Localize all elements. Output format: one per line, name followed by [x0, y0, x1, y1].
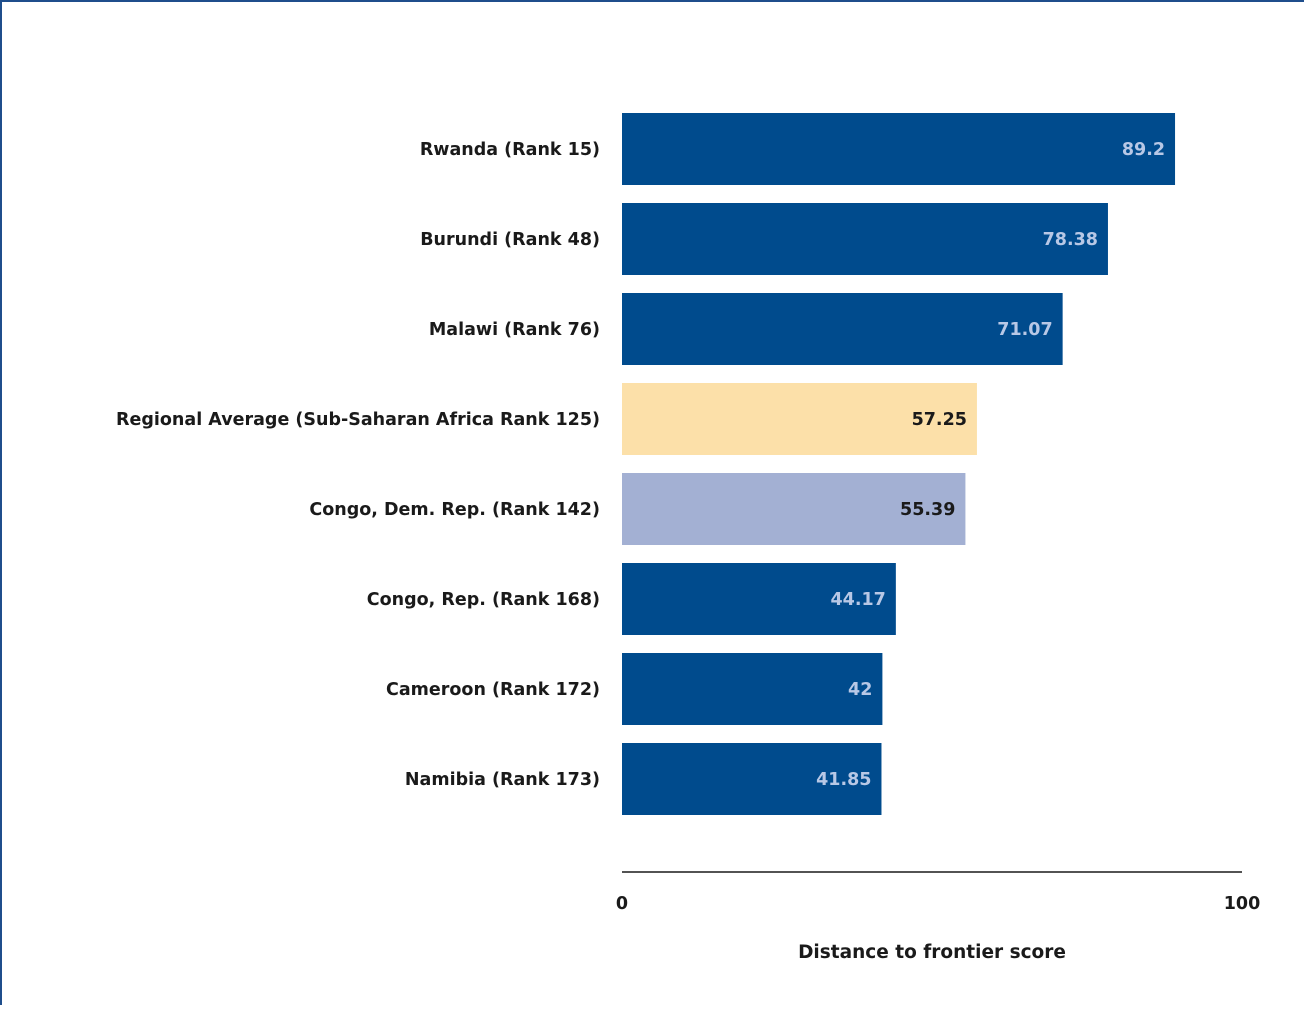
x-axis-title: Distance to frontier score	[798, 942, 1066, 963]
bar	[622, 563, 896, 635]
bar	[622, 473, 966, 545]
bar	[622, 653, 883, 725]
value-label: 41.85	[816, 770, 871, 790]
category-label: Namibia (Rank 173)	[405, 770, 600, 790]
bar	[622, 383, 977, 455]
category-labels: Rwanda (Rank 15) Burundi (Rank 48) Malawi …	[116, 140, 600, 790]
category-label: Regional Average (Sub-Saharan Africa Ran…	[116, 410, 600, 430]
bar	[622, 743, 882, 815]
x-tick-labels: 0 100	[616, 894, 1260, 914]
bar	[622, 203, 1108, 275]
value-label: 42	[848, 680, 872, 700]
category-label: Congo, Rep. (Rank 168)	[367, 590, 600, 610]
bar	[622, 113, 1176, 185]
value-label: 55.39	[900, 500, 955, 520]
x-tick-label: 0	[616, 894, 628, 914]
value-label: 89.2	[1122, 140, 1165, 160]
bar	[622, 293, 1063, 365]
category-label: Congo, Dem. Rep. (Rank 142)	[309, 500, 600, 520]
category-label: Rwanda (Rank 15)	[420, 140, 600, 160]
value-labels: 89.2 78.38 71.07 57.25 55.39 44.17 42 41.85	[816, 140, 1165, 790]
value-label: 57.25	[912, 410, 967, 430]
value-label: 44.17	[830, 590, 885, 610]
bars-layer	[622, 113, 1176, 815]
value-label: 71.07	[997, 320, 1052, 340]
category-label: Cameroon (Rank 172)	[386, 680, 600, 700]
category-label: Malawi (Rank 76)	[429, 320, 600, 340]
x-tick-label: 100	[1224, 894, 1261, 914]
value-label: 78.38	[1043, 230, 1098, 250]
category-label: Burundi (Rank 48)	[420, 230, 600, 250]
